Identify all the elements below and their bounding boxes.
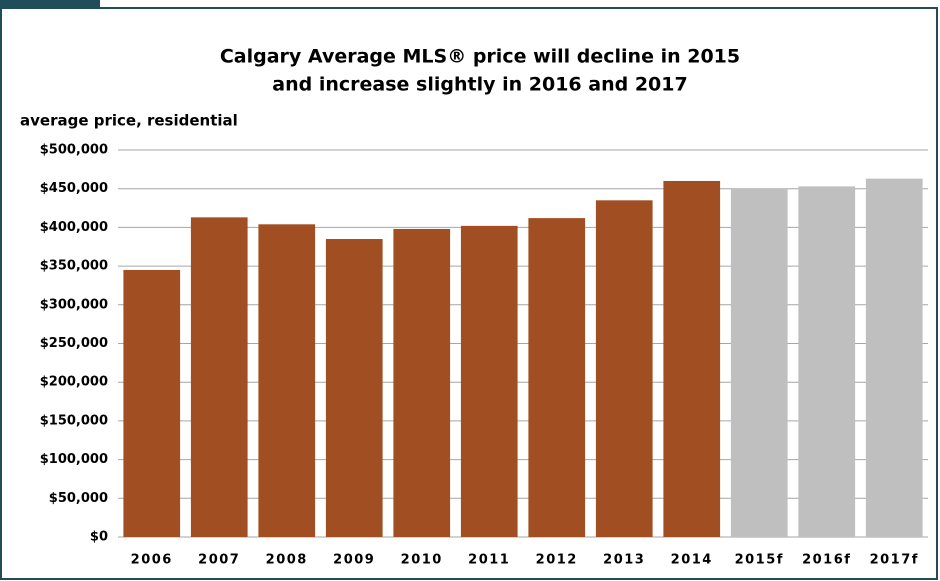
bar xyxy=(528,218,586,537)
x-tick-label: 2016f xyxy=(802,553,851,568)
x-tick-label: 2007 xyxy=(198,553,240,568)
bar xyxy=(460,225,518,538)
x-tick-label: 2013 xyxy=(603,553,645,568)
y-tick-label: $0 xyxy=(90,530,108,545)
y-tick-label: $50,000 xyxy=(49,491,108,506)
chart-title: Calgary Average MLS® price will decline … xyxy=(220,46,740,68)
y-tick-label: $200,000 xyxy=(40,375,108,390)
y-tick-label: $150,000 xyxy=(40,413,108,428)
x-tick-label: 2008 xyxy=(266,553,308,568)
y-tick-label: $400,000 xyxy=(40,220,108,235)
bar xyxy=(123,269,181,537)
y-tick-label: $500,000 xyxy=(40,143,108,158)
y-tick-label: $300,000 xyxy=(40,297,108,312)
bar xyxy=(730,188,788,537)
x-tick-label: 2009 xyxy=(333,553,375,568)
x-tick-label: 2011 xyxy=(468,553,510,568)
x-tick-label: 2006 xyxy=(131,553,173,568)
y-tick-label: $100,000 xyxy=(40,452,108,467)
y-tick-label: $350,000 xyxy=(40,259,108,274)
y-tick-label: $450,000 xyxy=(40,181,108,196)
x-tick-label: 2012 xyxy=(536,553,578,568)
bar xyxy=(798,186,856,538)
tab xyxy=(0,0,100,9)
y-tick-label: $250,000 xyxy=(40,336,108,351)
x-tick-label: 2017f xyxy=(870,553,919,568)
chart-subtitle: and increase slightly in 2016 and 2017 xyxy=(272,74,687,96)
bar xyxy=(393,228,451,537)
bar xyxy=(325,239,383,537)
x-tick-label: 2014 xyxy=(671,553,713,568)
bar xyxy=(190,217,248,537)
bar xyxy=(595,200,653,537)
bar xyxy=(865,178,923,537)
y-axis-label: average price, residential xyxy=(20,112,238,130)
bar xyxy=(258,224,316,537)
x-tick-label: 2010 xyxy=(401,553,443,568)
bar xyxy=(663,180,721,537)
x-tick-label: 2015f xyxy=(735,553,784,568)
